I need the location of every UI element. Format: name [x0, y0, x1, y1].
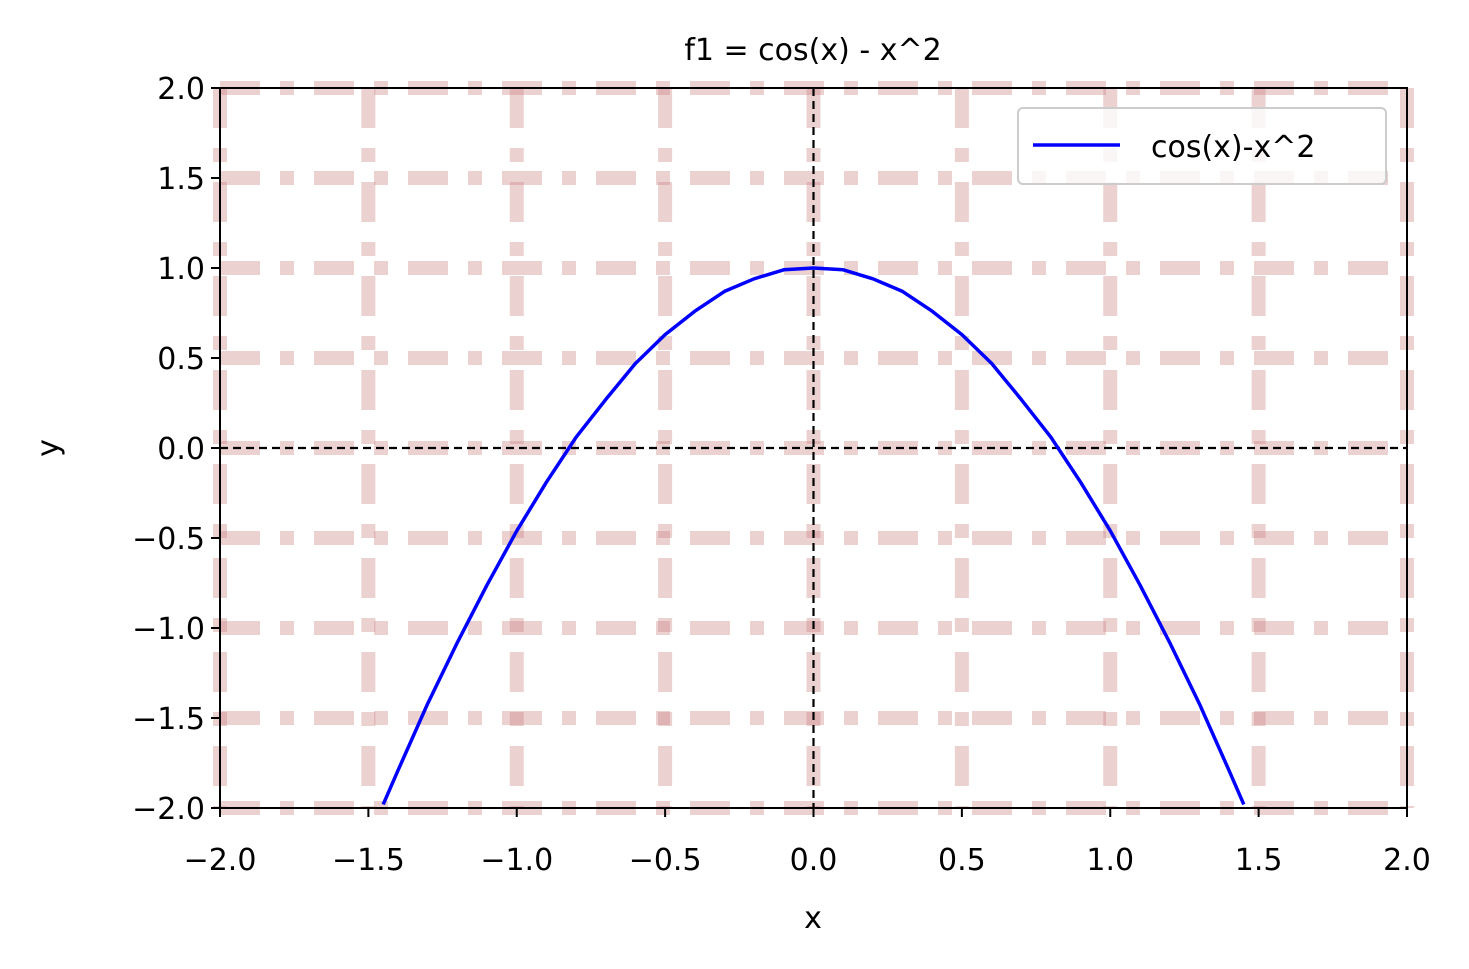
x-tick-label: 0.0: [790, 843, 838, 878]
x-tick-label: 2.0: [1383, 843, 1431, 878]
y-tick-label: 0.0: [157, 432, 205, 467]
series-line-0: [381, 266, 1246, 806]
legend-label: cos(x)-x^2: [1151, 130, 1315, 165]
x-tick-label: 0.5: [938, 843, 986, 878]
y-axis-label: y: [31, 439, 66, 457]
y-tick-label: 0.5: [157, 342, 205, 377]
y-tick-label: −1.0: [132, 612, 205, 647]
y-tick-label: −2.0: [132, 792, 205, 827]
x-tick-label: −0.5: [629, 843, 702, 878]
x-axis-label: x: [804, 901, 822, 936]
x-tick-label: 1.0: [1086, 843, 1134, 878]
x-tick-label: 1.5: [1235, 843, 1283, 878]
x-tick-label: −1.0: [480, 843, 553, 878]
y-tick-label: −1.5: [132, 702, 205, 737]
x-tick-label: −2.0: [184, 843, 257, 878]
x-tick-label: −1.5: [332, 843, 405, 878]
x-axis-ticks: −2.0 −1.5 −1.0 −0.5 0.0 0.5 1.0 1.5 2.0: [184, 808, 1431, 878]
y-axis-ticks: 2.0 1.5 1.0 0.5 0.0 −0.5 −1.0 −1.5 −2.0: [132, 72, 220, 827]
y-tick-label: 1.5: [157, 162, 205, 197]
series-layer: [381, 266, 1246, 806]
y-tick-label: −0.5: [132, 522, 205, 557]
legend: cos(x)-x^2: [1017, 107, 1387, 185]
reference-lines: [220, 88, 1407, 808]
y-tick-label: 2.0: [157, 72, 205, 107]
y-tick-label: 1.0: [157, 252, 205, 287]
legend-box: [1017, 107, 1387, 185]
chart-title: f1 = cos(x) - x^2: [684, 33, 941, 68]
